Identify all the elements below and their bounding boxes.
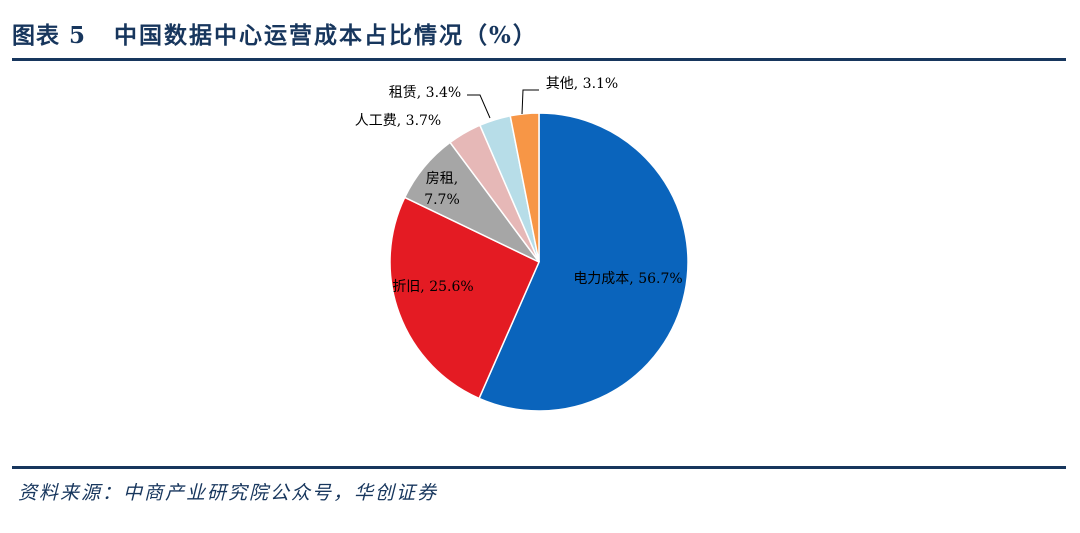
slice-label-4: 人工费, 3.7%: [355, 113, 441, 129]
figure-number: 图表 5: [12, 22, 87, 49]
title-divider: [12, 58, 1066, 61]
pie-slice-1: [478, 112, 689, 412]
leader-line-5: [467, 94, 491, 119]
slice-label-6: 其他, 3.1%: [546, 76, 618, 92]
source-divider: [12, 466, 1066, 469]
source-note: 资料来源：中商产业研究院公众号，华创证券: [18, 482, 439, 504]
label-leader-lines: [467, 89, 539, 119]
slice-label-2: 折旧, 25.6%: [392, 279, 473, 295]
leader-line-6: [521, 89, 539, 115]
figure-title: 中国数据中心运营成本占比情况（%）: [114, 22, 538, 49]
slice-labels: 电力成本, 56.7% 折旧, 25.6% 房租, 7.7% 人工费, 3.7% 租赁, …: [355, 76, 683, 295]
pie-slice-2: [389, 196, 540, 400]
pie-slice-6: [509, 112, 540, 263]
slice-label-1: 电力成本, 56.7%: [573, 271, 682, 287]
pie-slices: [389, 112, 689, 412]
pie-chart: 电力成本, 56.7% 折旧, 25.6% 房租, 7.7% 人工费, 3.7% 租赁, …: [355, 76, 689, 412]
figure-title-row: 图表 5 中国数据中心运营成本占比情况（%）: [12, 10, 1068, 56]
slice-label-3: 房租, 7.7%: [424, 171, 460, 208]
slice-label-5: 租赁, 3.4%: [389, 85, 461, 101]
